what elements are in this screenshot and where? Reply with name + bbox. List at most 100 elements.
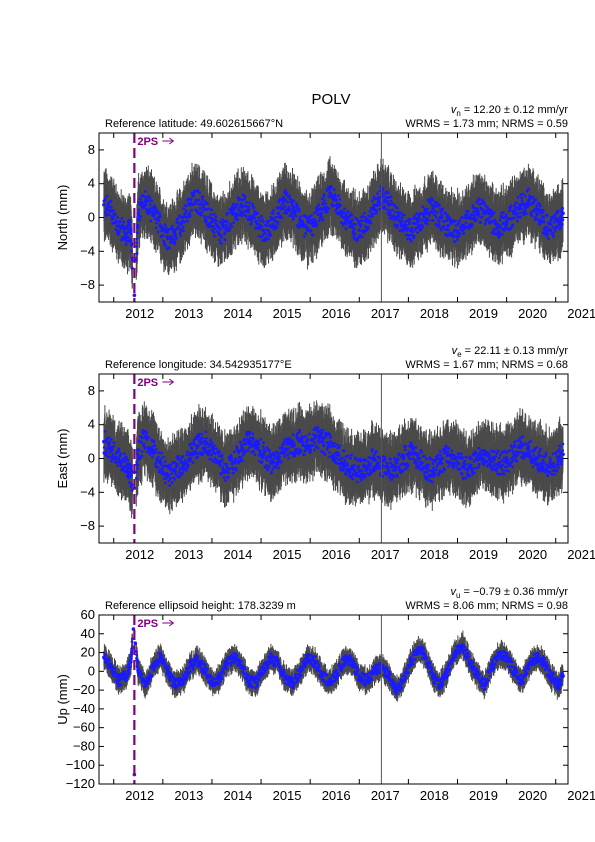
north-y-tick-label: −8 (80, 277, 95, 292)
north-data-point (200, 210, 204, 214)
north-data-point (291, 203, 294, 207)
north-key-point (416, 219, 421, 224)
north-data-point (159, 215, 162, 219)
north-data-point (261, 234, 264, 238)
north-data-point (128, 223, 132, 226)
north-data-point (458, 232, 462, 236)
north-data-point (416, 231, 419, 234)
north-data-point (193, 202, 197, 206)
north-data-point (376, 192, 379, 196)
north-data-point (539, 204, 542, 208)
north-data-point (402, 213, 406, 217)
north-data-point (444, 211, 448, 215)
north-data-point (223, 238, 227, 242)
north-data-point (218, 220, 222, 224)
north-data-point (383, 200, 386, 204)
north-data-point (369, 220, 373, 224)
north-data-point (504, 215, 508, 219)
north-data-point (340, 221, 343, 225)
north-data-point (220, 218, 224, 221)
north-data-point (122, 230, 126, 234)
north-data-point (118, 227, 122, 231)
north-data-point (475, 218, 478, 221)
north-key-point (526, 198, 531, 203)
north-x-tick-label: 2019 (469, 306, 498, 321)
north-data-point (498, 230, 501, 234)
north-data-point (396, 206, 399, 210)
north-data-point (457, 221, 461, 225)
north-data-point (235, 205, 238, 209)
north-data-point (538, 223, 542, 226)
north-data-point (135, 252, 139, 255)
north-data-point (504, 213, 508, 217)
north-data-point (401, 229, 405, 233)
north-x-tick-label: 2016 (322, 306, 351, 321)
north-key-point (475, 207, 479, 211)
north-data-point (479, 221, 482, 225)
north-data-point (435, 211, 439, 214)
north-data-point (137, 208, 141, 212)
north-data-point (103, 197, 107, 201)
north-data-point (535, 213, 539, 217)
north-data-point (238, 198, 242, 202)
north-data-point (407, 220, 411, 224)
north-data-point (296, 204, 300, 208)
north-data-point (205, 219, 209, 223)
north-data-point (447, 234, 451, 237)
north-x-tick-label: 2018 (420, 306, 449, 321)
north-data-point (129, 240, 133, 243)
north-data-point (387, 196, 391, 200)
north-data-point (408, 222, 411, 226)
north-key-point (350, 224, 354, 228)
north-data-point (213, 227, 217, 231)
north-velocity-text: vn = 12.20 ± 0.12 mm/yr (451, 104, 569, 118)
north-data-point (428, 201, 432, 205)
north-data-point (454, 219, 457, 223)
north-data-point (378, 207, 382, 211)
north-data-point (258, 227, 262, 231)
north-data-point (378, 189, 382, 193)
north-data-point (384, 207, 388, 211)
north-key-point (320, 207, 325, 211)
north-data-point (292, 199, 296, 203)
north-data-point (514, 201, 518, 205)
north-data-point (392, 218, 396, 222)
north-key-point (102, 203, 106, 207)
north-data-point (388, 213, 392, 217)
north-data-point (438, 204, 441, 208)
north-data-point (551, 225, 555, 229)
north-key-point (357, 228, 362, 232)
north-data-point (136, 231, 139, 234)
north-data-point (280, 216, 283, 220)
north-data-point (206, 202, 210, 206)
north-x-tick-label: 2020 (518, 306, 547, 321)
north-data-point (458, 219, 462, 223)
north-data-point (415, 212, 418, 216)
north-data-point (501, 211, 505, 214)
north-data-point (296, 223, 300, 226)
north-data-point (399, 211, 402, 215)
north-data-point (248, 214, 252, 218)
north-data-point (464, 221, 468, 225)
north-data-point (116, 216, 119, 219)
north-data-point (214, 219, 218, 223)
north-data-point (320, 215, 324, 219)
north-data-point (122, 220, 126, 224)
north-data-point (315, 223, 319, 227)
north-data-point (349, 221, 353, 225)
north-key-point (423, 211, 428, 216)
north-data-point (154, 206, 158, 210)
north-data-point (182, 207, 186, 211)
north-data-point (333, 204, 336, 208)
north-data-point (437, 223, 441, 227)
north-data-point (405, 223, 408, 227)
north-data-point (350, 218, 354, 222)
north-data-point (281, 202, 284, 206)
north-data-point (143, 190, 147, 193)
north-data-point (477, 214, 480, 218)
north-data-point (304, 232, 308, 235)
north-data-point (350, 214, 354, 217)
north-key-point (291, 207, 295, 211)
north-data-point (279, 205, 283, 209)
